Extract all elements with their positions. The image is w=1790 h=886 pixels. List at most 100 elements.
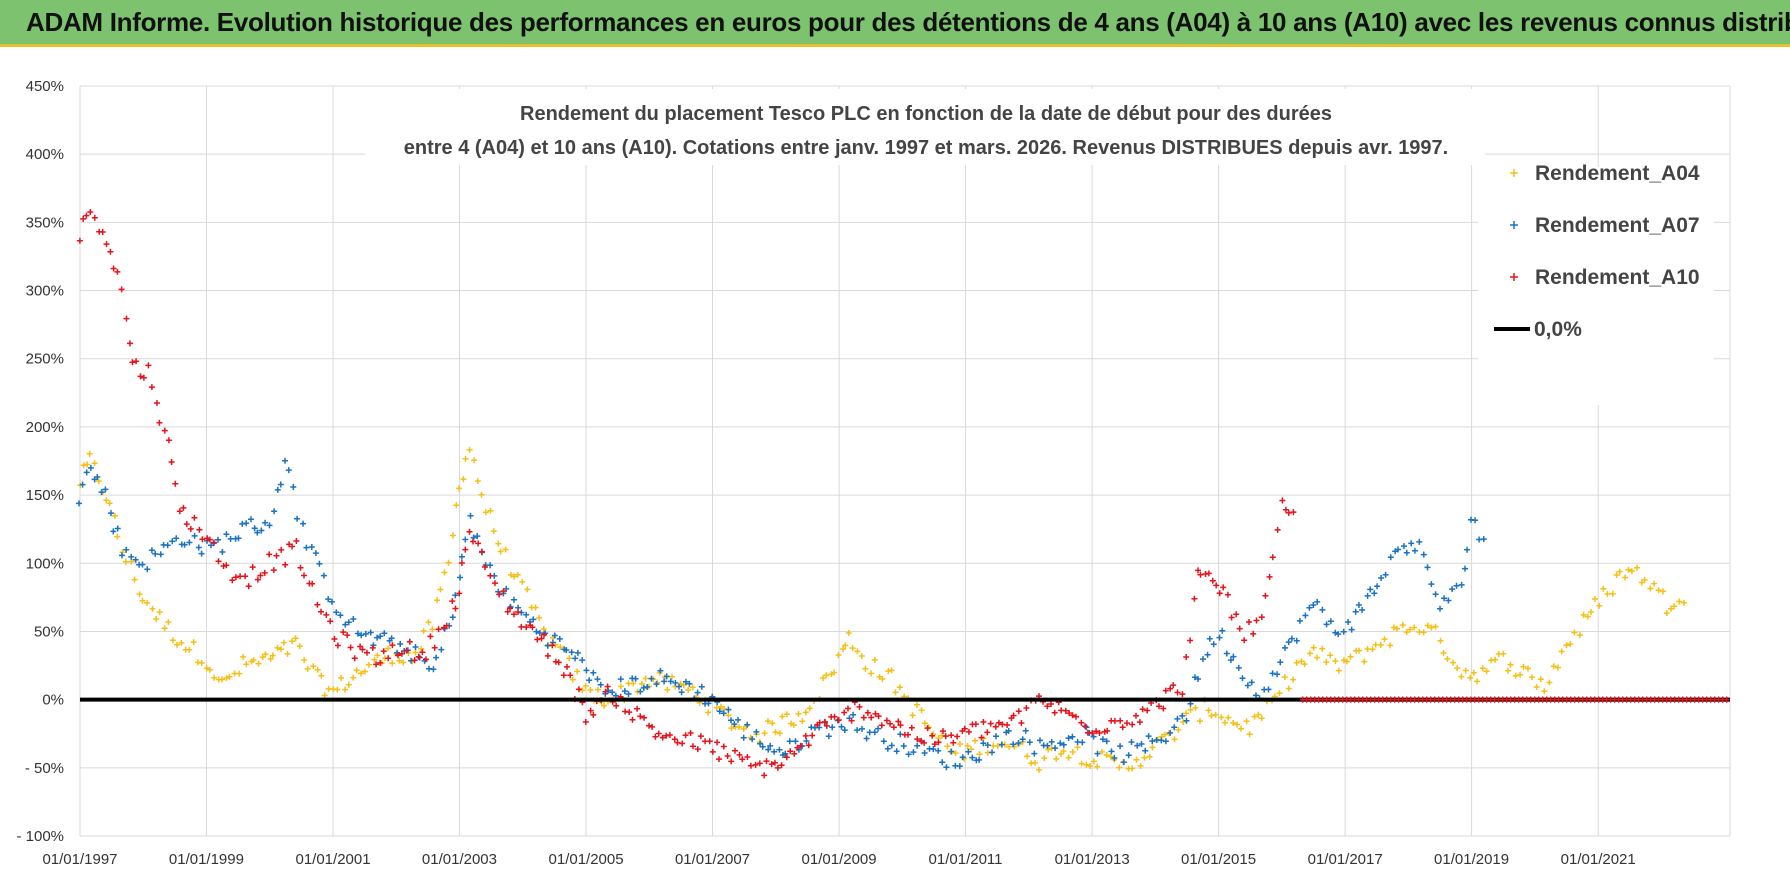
data-point <box>790 722 797 729</box>
data-point <box>1625 566 1632 573</box>
data-point <box>1205 570 1212 577</box>
data-point <box>893 748 900 755</box>
data-point <box>872 710 879 717</box>
data-point <box>1258 715 1265 722</box>
data-point <box>1510 273 1518 281</box>
data-point <box>76 500 82 507</box>
data-point <box>133 358 140 365</box>
data-point <box>1340 657 1347 664</box>
data-point <box>435 626 442 633</box>
data-point <box>1276 690 1283 697</box>
data-point <box>1255 711 1262 718</box>
data-point <box>1197 718 1203 725</box>
data-point <box>106 500 113 507</box>
data-point <box>669 673 675 680</box>
data-point <box>943 764 950 771</box>
data-point <box>564 663 570 670</box>
data-point <box>905 731 911 738</box>
data-point <box>768 761 775 768</box>
data-point <box>661 678 668 685</box>
data-point <box>897 722 904 729</box>
data-point <box>235 535 242 542</box>
data-point <box>358 632 365 639</box>
data-point <box>980 719 987 725</box>
data-point <box>984 729 991 736</box>
data-point <box>896 684 903 691</box>
data-point <box>1144 707 1151 714</box>
data-point <box>1293 637 1300 644</box>
data-point <box>1546 679 1553 686</box>
data-point <box>397 641 404 647</box>
data-point <box>913 701 920 708</box>
data-point <box>258 527 265 534</box>
data-point <box>274 644 281 651</box>
data-point <box>437 586 444 593</box>
data-point <box>154 400 160 406</box>
chart-title-line: Rendement du placement Tesco PLC en fonc… <box>520 103 1332 125</box>
data-point <box>351 655 358 662</box>
data-point <box>1576 632 1583 639</box>
data-point <box>1117 743 1124 750</box>
data-point <box>1219 627 1226 634</box>
data-point <box>1069 712 1076 719</box>
data-point <box>1174 715 1181 722</box>
data-point <box>1680 599 1687 606</box>
data-point <box>262 651 269 658</box>
data-point <box>959 754 966 761</box>
data-point <box>1274 671 1281 678</box>
data-point <box>1073 713 1079 720</box>
x-tick-label: 01/01/2019 <box>1434 851 1509 868</box>
data-point <box>396 657 403 664</box>
chart-svg: - 100% - 50% 0% 50% 100% 150% 200% 250% 300% 350%… <box>16 78 1731 868</box>
data-point <box>460 476 467 483</box>
data-point <box>431 644 438 651</box>
data-point <box>1137 763 1144 769</box>
data-point <box>1480 536 1487 543</box>
legend-marker <box>1510 273 1518 281</box>
data-point <box>145 362 152 369</box>
data-point <box>389 660 396 667</box>
y-tick-label: - 100% <box>16 828 64 845</box>
data-point <box>1099 736 1106 743</box>
data-point <box>890 724 897 731</box>
data-point <box>856 703 863 710</box>
data-point <box>271 508 278 515</box>
data-point <box>687 730 694 736</box>
data-point <box>1323 621 1330 628</box>
data-point <box>366 661 372 668</box>
data-point <box>1094 750 1101 757</box>
data-point <box>153 616 160 622</box>
data-point <box>511 611 517 618</box>
data-point <box>198 660 205 666</box>
data-point <box>735 716 741 723</box>
data-point <box>223 562 230 569</box>
chart-title-line: entre 4 (A04) et 10 ans (A10). Cotations… <box>404 137 1449 159</box>
data-point <box>956 763 963 770</box>
x-tick-label: 01/01/2017 <box>1308 851 1383 868</box>
data-point <box>466 528 473 535</box>
data-point <box>118 286 125 293</box>
data-point <box>1141 754 1148 761</box>
data-point <box>1090 733 1097 740</box>
data-point <box>91 214 98 221</box>
data-point <box>556 635 563 642</box>
data-point <box>921 750 928 756</box>
data-point <box>523 624 530 631</box>
data-point <box>795 710 802 717</box>
data-point <box>590 711 597 718</box>
data-point <box>540 626 547 632</box>
data-point <box>1119 724 1126 731</box>
data-point <box>1065 735 1072 742</box>
data-point <box>694 746 701 753</box>
data-point <box>1319 645 1326 652</box>
data-point <box>186 646 193 653</box>
data-point <box>1206 635 1213 642</box>
data-point <box>91 460 98 467</box>
data-point <box>1138 741 1145 747</box>
data-point <box>524 586 531 593</box>
data-point <box>663 732 670 739</box>
data-point <box>1541 688 1548 695</box>
data-point <box>838 723 845 730</box>
data-point <box>1437 605 1443 612</box>
data-point <box>1444 655 1451 662</box>
